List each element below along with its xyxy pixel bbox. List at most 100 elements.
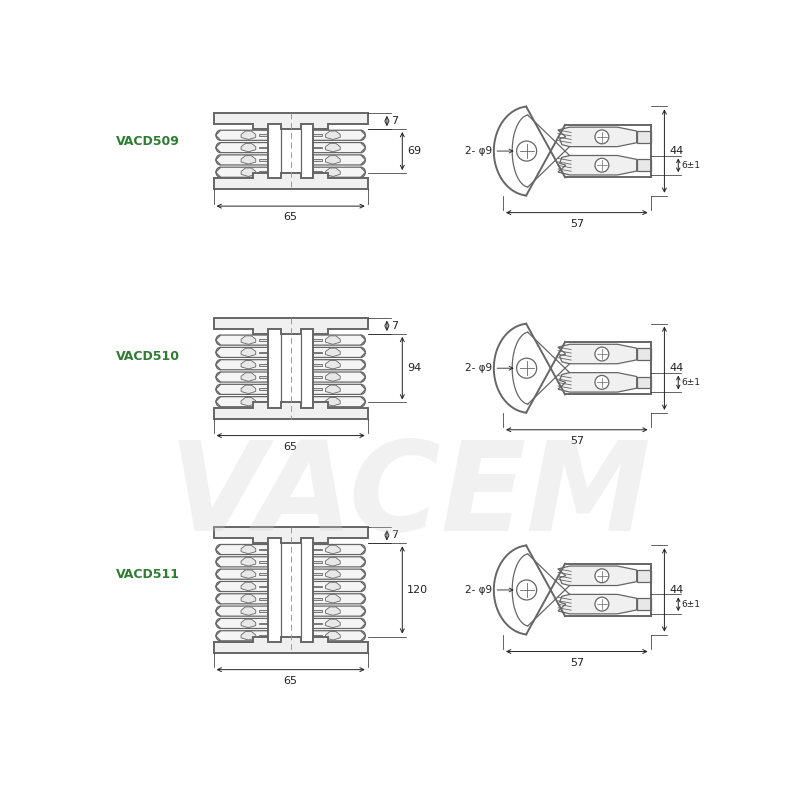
Text: 65: 65 bbox=[284, 442, 298, 452]
Text: 7: 7 bbox=[391, 116, 398, 126]
Polygon shape bbox=[637, 131, 650, 142]
Polygon shape bbox=[216, 606, 268, 616]
Text: 2- φ9: 2- φ9 bbox=[465, 363, 492, 373]
Text: 6±1: 6±1 bbox=[682, 378, 700, 387]
Polygon shape bbox=[313, 347, 366, 358]
Polygon shape bbox=[214, 318, 368, 334]
Polygon shape bbox=[326, 631, 340, 640]
Text: VACD510: VACD510 bbox=[116, 350, 180, 362]
Text: 57: 57 bbox=[570, 218, 584, 229]
Text: 69: 69 bbox=[407, 146, 421, 156]
Bar bbox=[259, 635, 268, 637]
Polygon shape bbox=[326, 546, 340, 554]
Polygon shape bbox=[241, 143, 256, 152]
Polygon shape bbox=[216, 155, 268, 165]
Circle shape bbox=[595, 158, 609, 172]
Polygon shape bbox=[241, 631, 256, 640]
Polygon shape bbox=[326, 607, 340, 615]
Polygon shape bbox=[637, 348, 650, 360]
Bar bbox=[259, 574, 268, 575]
Circle shape bbox=[595, 597, 609, 611]
Polygon shape bbox=[313, 618, 366, 629]
Polygon shape bbox=[313, 142, 366, 153]
Polygon shape bbox=[216, 372, 268, 382]
Polygon shape bbox=[326, 582, 340, 590]
Polygon shape bbox=[313, 167, 366, 178]
Bar bbox=[259, 586, 268, 587]
Bar bbox=[259, 598, 268, 600]
Bar bbox=[259, 146, 268, 149]
Polygon shape bbox=[241, 558, 256, 566]
Polygon shape bbox=[313, 155, 366, 165]
Bar bbox=[313, 610, 322, 612]
Polygon shape bbox=[313, 606, 366, 616]
Bar bbox=[313, 134, 322, 136]
Polygon shape bbox=[326, 373, 340, 382]
Bar bbox=[313, 401, 322, 402]
Text: 2- φ9: 2- φ9 bbox=[465, 146, 492, 156]
Polygon shape bbox=[326, 594, 340, 603]
Polygon shape bbox=[313, 545, 366, 554]
Polygon shape bbox=[326, 361, 340, 369]
Bar bbox=[313, 586, 322, 587]
Polygon shape bbox=[216, 557, 268, 567]
Polygon shape bbox=[241, 348, 256, 357]
Bar bbox=[313, 561, 322, 562]
Text: 44: 44 bbox=[669, 363, 683, 373]
Text: VACEM: VACEM bbox=[169, 436, 651, 557]
Polygon shape bbox=[241, 398, 256, 406]
Polygon shape bbox=[558, 373, 637, 392]
Circle shape bbox=[595, 130, 609, 144]
Polygon shape bbox=[637, 377, 650, 388]
Text: 7: 7 bbox=[391, 530, 398, 540]
Bar bbox=[259, 389, 268, 390]
Bar bbox=[313, 549, 322, 550]
Polygon shape bbox=[326, 168, 340, 177]
Circle shape bbox=[517, 358, 537, 378]
Bar bbox=[259, 622, 268, 624]
Bar bbox=[259, 561, 268, 562]
Polygon shape bbox=[558, 155, 637, 175]
Text: 57: 57 bbox=[570, 658, 584, 668]
Polygon shape bbox=[313, 335, 366, 345]
Polygon shape bbox=[313, 594, 366, 604]
Bar bbox=[313, 171, 322, 173]
Circle shape bbox=[595, 375, 609, 390]
Polygon shape bbox=[637, 598, 650, 610]
Polygon shape bbox=[326, 385, 340, 394]
Polygon shape bbox=[214, 402, 368, 418]
Text: 65: 65 bbox=[284, 212, 298, 222]
Text: 94: 94 bbox=[407, 363, 421, 373]
Bar bbox=[259, 351, 268, 354]
Polygon shape bbox=[241, 570, 256, 578]
Polygon shape bbox=[216, 130, 268, 140]
Polygon shape bbox=[241, 168, 256, 177]
Polygon shape bbox=[313, 372, 366, 382]
Polygon shape bbox=[214, 173, 368, 189]
Polygon shape bbox=[313, 384, 366, 394]
Polygon shape bbox=[214, 113, 368, 129]
Bar bbox=[313, 635, 322, 637]
Polygon shape bbox=[216, 335, 268, 345]
Bar bbox=[313, 622, 322, 624]
Bar bbox=[259, 171, 268, 173]
Polygon shape bbox=[216, 618, 268, 629]
Circle shape bbox=[595, 347, 609, 361]
Polygon shape bbox=[326, 619, 340, 628]
Bar bbox=[313, 598, 322, 600]
Bar bbox=[259, 339, 268, 341]
Polygon shape bbox=[241, 361, 256, 369]
Polygon shape bbox=[216, 384, 268, 394]
Polygon shape bbox=[216, 582, 268, 591]
Polygon shape bbox=[216, 397, 268, 406]
Polygon shape bbox=[241, 156, 256, 164]
Polygon shape bbox=[241, 373, 256, 382]
Bar bbox=[313, 574, 322, 575]
Polygon shape bbox=[637, 570, 650, 582]
Polygon shape bbox=[241, 546, 256, 554]
Bar bbox=[313, 376, 322, 378]
Polygon shape bbox=[241, 131, 256, 139]
Polygon shape bbox=[216, 360, 268, 370]
Polygon shape bbox=[637, 159, 650, 171]
Polygon shape bbox=[241, 336, 256, 344]
